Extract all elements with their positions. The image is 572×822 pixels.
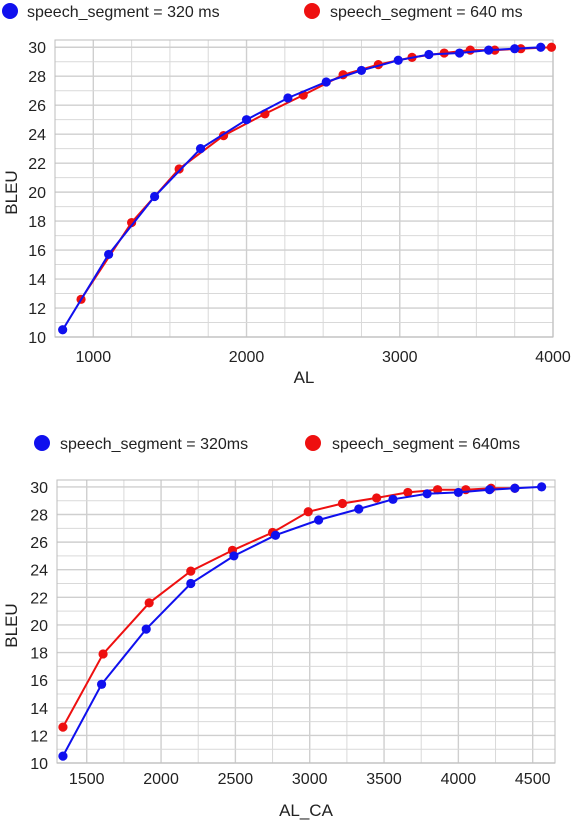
series-0 bbox=[58, 482, 547, 761]
data-point bbox=[127, 217, 137, 228]
legend-label: speech_segment = 320 ms bbox=[27, 4, 220, 21]
data-point bbox=[537, 482, 547, 492]
y-tick-label: 12 bbox=[30, 728, 48, 745]
y-tick-label: 24 bbox=[28, 127, 46, 144]
data-point bbox=[536, 42, 546, 52]
data-point bbox=[321, 77, 331, 87]
data-point bbox=[337, 498, 348, 509]
data-point bbox=[314, 515, 324, 525]
data-point bbox=[104, 249, 114, 260]
data-point bbox=[403, 487, 413, 498]
series-0 bbox=[58, 42, 546, 335]
data-point bbox=[484, 485, 495, 495]
y-tick-label: 16 bbox=[28, 243, 46, 260]
x-tick-label: 3500 bbox=[366, 771, 402, 788]
data-point bbox=[356, 65, 367, 76]
legend-marker bbox=[34, 435, 50, 451]
data-point bbox=[150, 191, 160, 202]
x-tick-label: 2000 bbox=[143, 771, 179, 788]
data-point bbox=[144, 598, 154, 608]
legend-marker bbox=[304, 3, 320, 19]
y-tick-label: 22 bbox=[30, 590, 48, 607]
y-axis-label: BLEU bbox=[2, 603, 21, 647]
x-tick-label: 4000 bbox=[441, 771, 477, 788]
chart-al: 10 12 14 16 18 20 22 24 26 28 30 1000 2000 3000 4000 AL… bbox=[2, 3, 571, 387]
y-tick-label: 26 bbox=[28, 98, 46, 115]
x-tick-label: 1000 bbox=[76, 349, 112, 366]
data-point bbox=[174, 164, 184, 174]
y-tick-label: 20 bbox=[30, 618, 48, 635]
y-tick-label: 22 bbox=[28, 156, 46, 173]
x-tick-label: 3000 bbox=[382, 349, 418, 366]
y-tick-label: 18 bbox=[30, 646, 48, 663]
data-point bbox=[241, 115, 252, 125]
data-point bbox=[195, 144, 206, 154]
x-tick-label: 4000 bbox=[535, 349, 571, 366]
data-point bbox=[424, 49, 434, 60]
legend-marker bbox=[305, 435, 321, 451]
data-point bbox=[229, 551, 239, 561]
legend-label: speech_segment = 640ms bbox=[332, 436, 520, 453]
data-point bbox=[510, 44, 520, 54]
y-tick-label: 16 bbox=[30, 673, 48, 690]
data-point bbox=[510, 483, 520, 493]
y-tick-label: 10 bbox=[28, 330, 46, 347]
legend-label: speech_segment = 640 ms bbox=[330, 4, 523, 21]
data-point bbox=[141, 624, 151, 634]
plot-frame bbox=[54, 39, 554, 338]
y-tick-label: 18 bbox=[28, 214, 46, 231]
y-tick-label: 12 bbox=[28, 301, 46, 318]
y-tick-label: 28 bbox=[28, 69, 46, 86]
data-point bbox=[432, 485, 443, 495]
x-tick-label: 1500 bbox=[69, 771, 105, 788]
data-point bbox=[283, 93, 293, 103]
x-tick-label: 2000 bbox=[229, 349, 265, 366]
data-point bbox=[465, 45, 475, 55]
y-tick-label: 24 bbox=[30, 563, 48, 580]
legend-marker bbox=[2, 3, 18, 19]
data-point bbox=[422, 489, 432, 499]
x-axis-label: AL bbox=[294, 368, 315, 387]
x-axis-label: AL_CA bbox=[279, 801, 334, 820]
y-axis-label: BLEU bbox=[2, 170, 21, 214]
series-line bbox=[62, 485, 542, 757]
y-tick-label: 26 bbox=[30, 535, 48, 552]
plot-area bbox=[55, 40, 553, 337]
y-tick-label: 14 bbox=[30, 701, 48, 718]
data-point bbox=[303, 507, 313, 517]
x-tick-label: 2500 bbox=[218, 771, 254, 788]
data-point bbox=[484, 45, 494, 55]
data-point bbox=[98, 649, 108, 659]
x-tick-label: 3000 bbox=[292, 771, 328, 788]
data-point bbox=[393, 55, 403, 65]
data-point bbox=[270, 530, 281, 540]
x-tick-label: 4500 bbox=[515, 771, 551, 788]
data-point bbox=[546, 42, 557, 52]
y-tick-label: 20 bbox=[28, 185, 46, 202]
series-line bbox=[61, 46, 541, 331]
plot-area bbox=[57, 480, 555, 763]
data-point bbox=[354, 504, 364, 514]
y-tick-label: 30 bbox=[30, 480, 48, 497]
y-tick-label: 14 bbox=[28, 272, 46, 289]
data-point bbox=[454, 48, 465, 58]
y-tick-label: 30 bbox=[28, 40, 46, 57]
data-point bbox=[58, 325, 68, 335]
data-point bbox=[186, 578, 196, 589]
data-point bbox=[58, 722, 68, 732]
data-point bbox=[96, 679, 107, 689]
data-point bbox=[58, 751, 68, 761]
chart-al-ca: 10 12 14 16 18 20 22 24 26 28 30 1500 2000 2500 3000 35… bbox=[2, 435, 556, 820]
y-tick-label: 10 bbox=[30, 756, 48, 773]
data-point bbox=[388, 494, 398, 504]
legend-label: speech_segment = 320ms bbox=[60, 436, 248, 453]
y-tick-label: 28 bbox=[30, 508, 48, 525]
data-point bbox=[453, 487, 463, 498]
plot-frame bbox=[56, 479, 556, 764]
data-point bbox=[186, 566, 196, 576]
data-point bbox=[372, 493, 382, 503]
